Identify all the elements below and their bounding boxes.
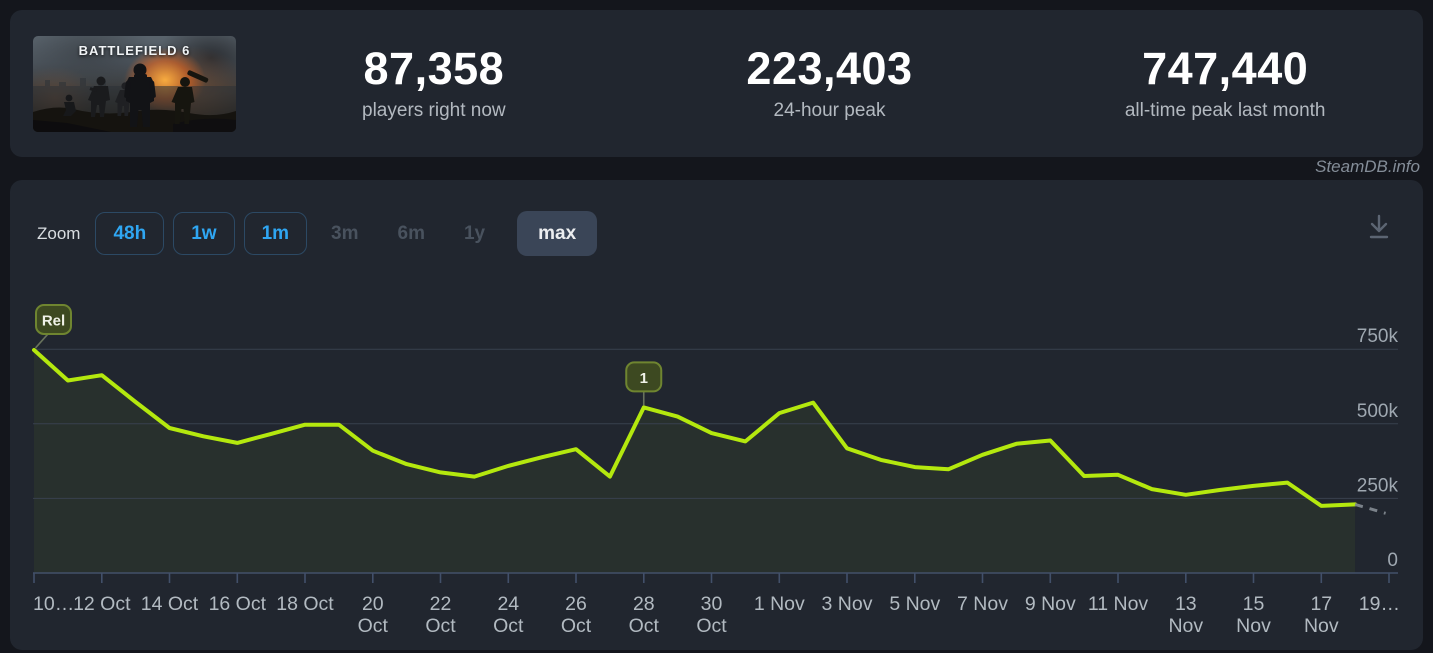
svg-text:Nov: Nov — [1304, 615, 1339, 637]
stat-alltime-peak-value: 747,440 — [1142, 42, 1309, 94]
svg-text:30: 30 — [701, 593, 723, 615]
annotation-rel: Rel — [34, 303, 72, 349]
download-icon[interactable] — [1364, 212, 1394, 244]
svg-text:Nov: Nov — [1236, 615, 1271, 637]
svg-text:28: 28 — [633, 593, 655, 615]
banner-art-soldiers — [33, 63, 236, 132]
svg-text:18 Oct: 18 Oct — [276, 593, 334, 615]
header-panel: BATTLEFIELD 6 87,358 players right now 2… — [10, 10, 1423, 157]
player-count-chart[interactable]: 750k 500k 250k 0 10…12 Oct 14 Oct 16 Oct 18 Oct… — [10, 180, 1423, 650]
stat-current-players: 87,358 players right now — [236, 46, 632, 122]
series-line — [32, 348, 1358, 508]
svg-text:10…: 10… — [33, 593, 74, 615]
svg-text:Oct: Oct — [696, 615, 727, 637]
zoom-label: Zoom — [37, 223, 81, 243]
x-axis: 10…12 Oct 14 Oct 16 Oct 18 Oct 20Oct22Oct24O… — [33, 572, 1400, 637]
svg-text:7 Nov: 7 Nov — [957, 593, 1008, 615]
zoom-toolbar: Zoom 48h 1w 1m 3m 6m 1y max — [37, 211, 598, 256]
stat-alltime-peak: 747,440 all-time peak last month — [1027, 46, 1423, 122]
svg-text:17: 17 — [1310, 593, 1332, 615]
annotation-1: 1 — [625, 361, 663, 406]
svg-text:13: 13 — [1175, 593, 1197, 615]
grid: 750k 500k 250k 0 — [33, 326, 1398, 571]
svg-text:11 Nov: 11 Nov — [1088, 593, 1149, 615]
game-title: BATTLEFIELD 6 — [78, 42, 191, 58]
svg-text:12 Oct: 12 Oct — [73, 593, 131, 615]
series-dashed-tail — [1354, 502, 1387, 515]
svg-text:0: 0 — [1387, 550, 1398, 571]
svg-text:500k: 500k — [1357, 401, 1399, 422]
zoom-button-48h[interactable]: 48h — [95, 212, 165, 255]
svg-text:26: 26 — [565, 593, 587, 615]
stat-current-players-value: 87,358 — [363, 42, 505, 94]
svg-text:22: 22 — [430, 593, 452, 615]
svg-text:Rel: Rel — [42, 312, 65, 329]
zoom-button-6m: 6m — [397, 223, 425, 244]
svg-text:1 Nov: 1 Nov — [754, 593, 805, 615]
stat-alltime-peak-label: all-time peak last month — [1124, 99, 1326, 121]
svg-text:Oct: Oct — [493, 615, 524, 637]
svg-text:14 Oct: 14 Oct — [141, 593, 199, 615]
zoom-button-1y: 1y — [463, 223, 486, 244]
svg-text:9 Nov: 9 Nov — [1025, 593, 1076, 615]
svg-text:Oct: Oct — [629, 615, 660, 637]
zoom-button-1w[interactable]: 1w — [173, 212, 235, 255]
zoom-button-1m[interactable]: 1m — [243, 212, 308, 255]
svg-text:750k: 750k — [1357, 326, 1399, 347]
svg-text:250k: 250k — [1357, 475, 1399, 496]
stat-24h-peak-label: 24-hour peak — [773, 99, 886, 121]
stats-row: 87,358 players right now 223,403 24-hour… — [236, 46, 1423, 122]
svg-text:3 Nov: 3 Nov — [822, 593, 873, 615]
stat-current-players-label: players right now — [362, 99, 506, 121]
series-area — [34, 350, 1356, 573]
svg-text:1: 1 — [640, 370, 648, 387]
svg-text:24: 24 — [497, 593, 519, 615]
zoom-button-max[interactable]: max — [517, 211, 598, 256]
svg-text:Oct: Oct — [358, 615, 389, 637]
svg-text:Nov: Nov — [1168, 615, 1203, 637]
game-banner[interactable]: BATTLEFIELD 6 — [33, 35, 236, 132]
svg-text:20: 20 — [362, 593, 384, 615]
chart-panel: Zoom 48h 1w 1m 3m 6m 1y max 750k 500k 250k… — [10, 180, 1423, 650]
stat-24h-peak: 223,403 24-hour peak — [632, 46, 1028, 122]
svg-text:5 Nov: 5 Nov — [889, 593, 940, 615]
watermark: SteamDB.info — [1315, 157, 1420, 176]
svg-text:16 Oct: 16 Oct — [209, 593, 267, 615]
stat-24h-peak-value: 223,403 — [746, 42, 913, 94]
svg-text:19…: 19… — [1359, 593, 1400, 615]
zoom-button-3m: 3m — [331, 223, 359, 244]
svg-text:Oct: Oct — [561, 615, 592, 637]
svg-text:Oct: Oct — [425, 615, 456, 637]
svg-text:15: 15 — [1243, 593, 1265, 615]
